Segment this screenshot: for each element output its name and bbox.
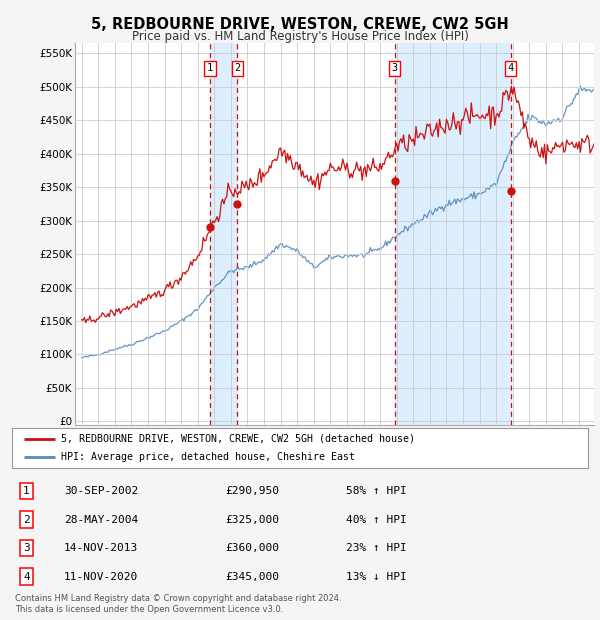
Text: 11-NOV-2020: 11-NOV-2020 [64, 572, 138, 582]
Text: 14-NOV-2013: 14-NOV-2013 [64, 543, 138, 553]
Text: £325,000: £325,000 [225, 515, 279, 525]
Text: 5, REDBOURNE DRIVE, WESTON, CREWE, CW2 5GH (detached house): 5, REDBOURNE DRIVE, WESTON, CREWE, CW2 5… [61, 433, 415, 444]
Text: HPI: Average price, detached house, Cheshire East: HPI: Average price, detached house, Ches… [61, 452, 355, 463]
Bar [395, 43, 511, 425]
Text: £290,950: £290,950 [225, 486, 279, 496]
Text: 3: 3 [391, 63, 398, 73]
Text: 23% ↑ HPI: 23% ↑ HPI [346, 543, 407, 553]
Text: 4: 4 [508, 63, 514, 73]
Text: 2: 2 [23, 515, 30, 525]
Text: 13% ↓ HPI: 13% ↓ HPI [346, 572, 407, 582]
Text: 40% ↑ HPI: 40% ↑ HPI [346, 515, 407, 525]
Text: 4: 4 [23, 572, 30, 582]
Text: 28-MAY-2004: 28-MAY-2004 [64, 515, 138, 525]
Text: This data is licensed under the Open Government Licence v3.0.: This data is licensed under the Open Gov… [15, 604, 283, 614]
Text: Contains HM Land Registry data © Crown copyright and database right 2024.: Contains HM Land Registry data © Crown c… [15, 593, 341, 603]
Text: 1: 1 [207, 63, 213, 73]
Text: 30-SEP-2002: 30-SEP-2002 [64, 486, 138, 496]
Text: 5, REDBOURNE DRIVE, WESTON, CREWE, CW2 5GH: 5, REDBOURNE DRIVE, WESTON, CREWE, CW2 5… [91, 17, 509, 32]
Text: 58% ↑ HPI: 58% ↑ HPI [346, 486, 407, 496]
Text: 3: 3 [23, 543, 30, 553]
Text: Price paid vs. HM Land Registry's House Price Index (HPI): Price paid vs. HM Land Registry's House … [131, 30, 469, 43]
Text: £360,000: £360,000 [225, 543, 279, 553]
Text: £345,000: £345,000 [225, 572, 279, 582]
Text: 2: 2 [235, 63, 241, 73]
Text: 1: 1 [23, 486, 30, 496]
Bar [210, 43, 238, 425]
